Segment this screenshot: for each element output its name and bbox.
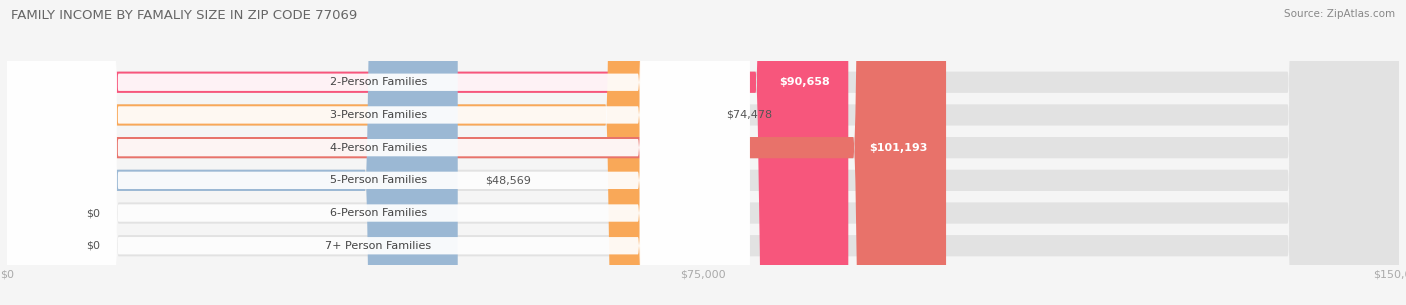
FancyBboxPatch shape bbox=[7, 0, 458, 305]
FancyBboxPatch shape bbox=[7, 0, 699, 305]
FancyBboxPatch shape bbox=[7, 0, 749, 305]
FancyBboxPatch shape bbox=[0, 0, 100, 305]
Text: $101,193: $101,193 bbox=[869, 143, 928, 152]
Text: Source: ZipAtlas.com: Source: ZipAtlas.com bbox=[1284, 9, 1395, 19]
FancyBboxPatch shape bbox=[7, 0, 946, 305]
FancyBboxPatch shape bbox=[7, 0, 749, 305]
Text: 4-Person Families: 4-Person Families bbox=[329, 143, 427, 152]
FancyBboxPatch shape bbox=[7, 0, 1399, 305]
FancyBboxPatch shape bbox=[7, 0, 1399, 305]
Text: $48,569: $48,569 bbox=[485, 175, 531, 185]
FancyBboxPatch shape bbox=[7, 0, 1399, 305]
Text: 7+ Person Families: 7+ Person Families bbox=[325, 241, 432, 251]
FancyBboxPatch shape bbox=[7, 0, 749, 305]
Text: $0: $0 bbox=[86, 241, 100, 251]
FancyBboxPatch shape bbox=[7, 0, 749, 305]
Text: 6-Person Families: 6-Person Families bbox=[329, 208, 427, 218]
Text: 2-Person Families: 2-Person Families bbox=[329, 77, 427, 87]
Text: 5-Person Families: 5-Person Families bbox=[329, 175, 427, 185]
Text: FAMILY INCOME BY FAMALIY SIZE IN ZIP CODE 77069: FAMILY INCOME BY FAMALIY SIZE IN ZIP COD… bbox=[11, 9, 357, 22]
FancyBboxPatch shape bbox=[0, 0, 100, 305]
FancyBboxPatch shape bbox=[7, 0, 1399, 305]
Text: 3-Person Families: 3-Person Families bbox=[329, 110, 427, 120]
FancyBboxPatch shape bbox=[7, 0, 1399, 305]
FancyBboxPatch shape bbox=[7, 0, 749, 305]
FancyBboxPatch shape bbox=[7, 0, 749, 305]
Text: $74,478: $74,478 bbox=[725, 110, 772, 120]
FancyBboxPatch shape bbox=[7, 0, 848, 305]
Text: $0: $0 bbox=[86, 208, 100, 218]
Text: $90,658: $90,658 bbox=[779, 77, 830, 87]
FancyBboxPatch shape bbox=[7, 0, 1399, 305]
